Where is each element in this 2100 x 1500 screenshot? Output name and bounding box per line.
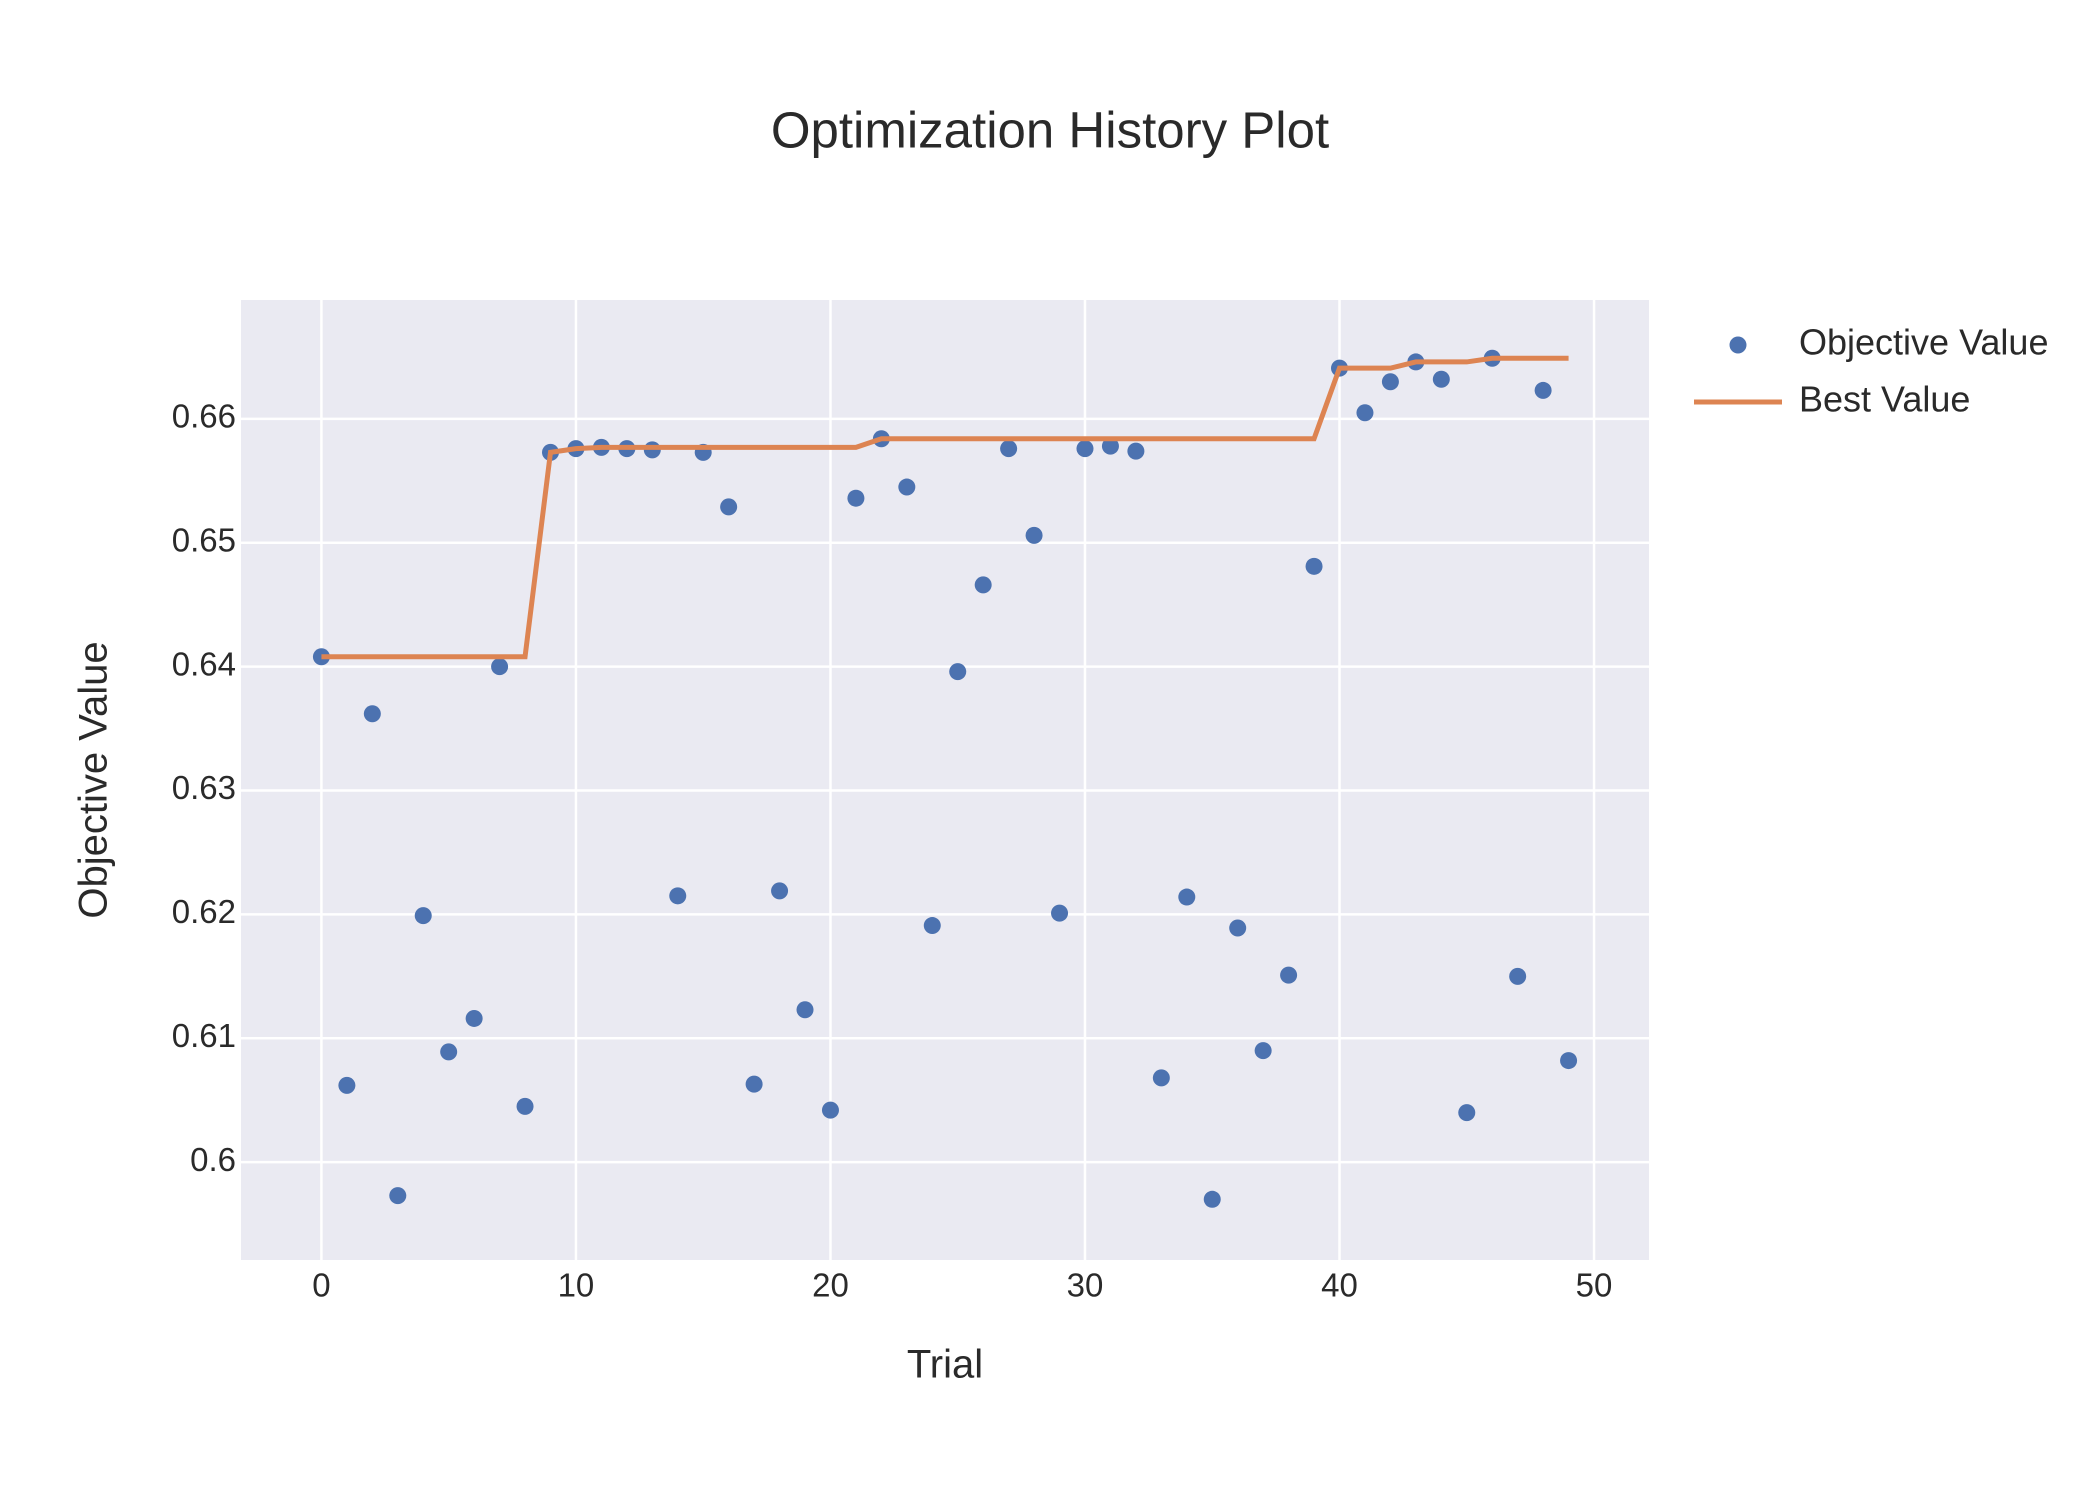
- point: [821, 1101, 839, 1119]
- point: [1509, 967, 1527, 985]
- x-tick-label: 50: [1576, 1267, 1613, 1304]
- y-axis-title: Objective Value: [72, 641, 116, 918]
- point: [1051, 904, 1069, 922]
- point: [1203, 1190, 1221, 1208]
- point: [1305, 557, 1323, 575]
- x-axis-title: Trial: [907, 1343, 983, 1387]
- point: [669, 887, 687, 905]
- point: [1254, 1042, 1272, 1060]
- point: [1127, 442, 1145, 460]
- point: [1432, 370, 1450, 388]
- point: [796, 1001, 814, 1019]
- legend-label: Best Value: [1799, 379, 1970, 420]
- y-tick-label: 0.65: [172, 522, 236, 559]
- x-tick-label: 0: [312, 1267, 330, 1304]
- y-tick-label: 0.66: [172, 398, 236, 435]
- point: [898, 478, 916, 496]
- legend-marker: [1729, 336, 1747, 354]
- point: [1458, 1104, 1476, 1122]
- y-tick-label: 0.61: [172, 1017, 236, 1054]
- point: [1381, 373, 1399, 391]
- point: [440, 1043, 458, 1061]
- point: [491, 658, 509, 676]
- x-tick-label: 10: [558, 1267, 595, 1304]
- point: [949, 663, 967, 681]
- point: [745, 1075, 763, 1093]
- point: [974, 576, 992, 594]
- point: [516, 1097, 534, 1115]
- plot-background: [241, 300, 1649, 1260]
- point: [923, 917, 941, 935]
- point: [1534, 381, 1552, 399]
- point: [720, 498, 738, 516]
- point: [363, 705, 381, 723]
- y-tick-label: 0.6: [190, 1141, 236, 1178]
- point: [338, 1076, 356, 1094]
- point: [1280, 966, 1298, 984]
- x-tick-label: 40: [1321, 1267, 1358, 1304]
- point: [389, 1187, 407, 1205]
- point: [847, 489, 865, 507]
- point: [1101, 437, 1119, 455]
- y-tick-label: 0.64: [172, 645, 236, 682]
- point: [1178, 888, 1196, 906]
- x-tick-label: 30: [1067, 1267, 1104, 1304]
- y-tick-label: 0.63: [172, 769, 236, 806]
- point: [771, 882, 789, 900]
- point: [1025, 526, 1043, 544]
- x-tick-label: 20: [812, 1267, 849, 1304]
- legend-label: Objective Value: [1799, 322, 2048, 363]
- point: [1560, 1052, 1578, 1070]
- point: [414, 907, 432, 925]
- best-value-line: [321, 355, 1569, 660]
- point: [465, 1009, 483, 1027]
- chart-title: Optimization History Plot: [771, 101, 1329, 158]
- point: [1000, 440, 1018, 458]
- point: [1076, 440, 1094, 458]
- point: [1152, 1069, 1170, 1087]
- y-tick-label: 0.62: [172, 893, 236, 930]
- point: [1229, 919, 1247, 937]
- point: [1356, 404, 1374, 422]
